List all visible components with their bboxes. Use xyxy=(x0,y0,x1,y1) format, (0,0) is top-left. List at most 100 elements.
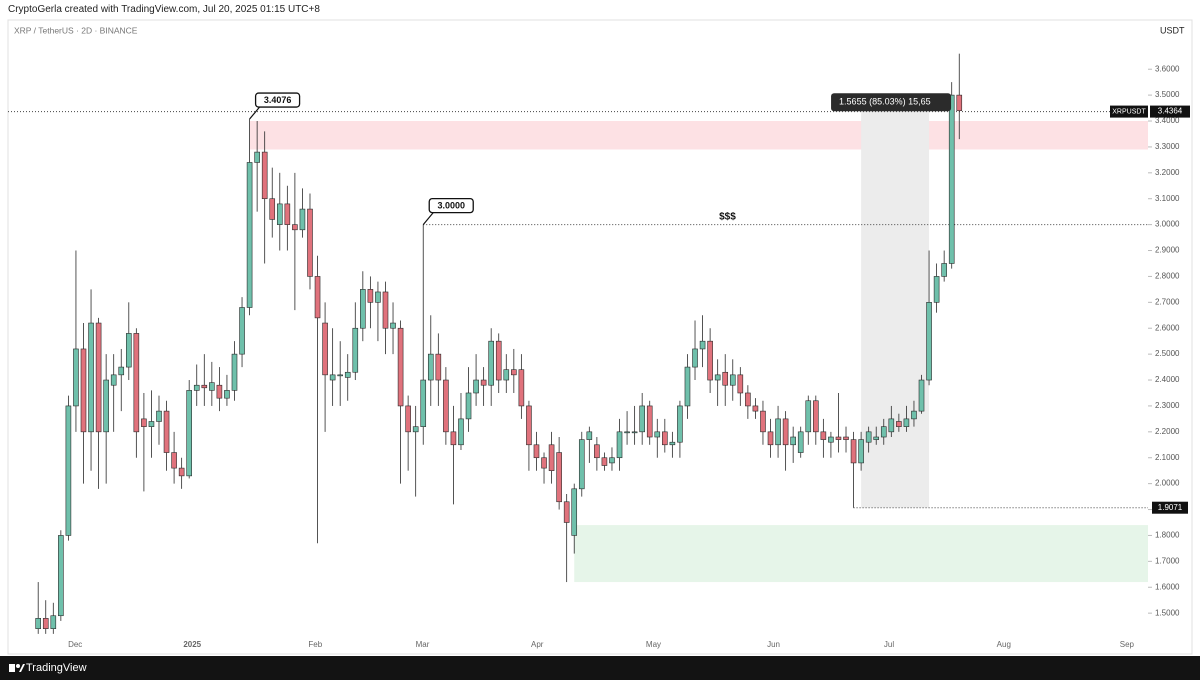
candle-body xyxy=(110,374,117,386)
candle-body xyxy=(631,431,638,434)
candle-body xyxy=(563,501,570,523)
candle-body xyxy=(73,348,79,407)
x-tick-label: Dec xyxy=(68,640,82,649)
y-tick-label: 2.0000 xyxy=(1155,479,1180,488)
y-tick-label: 3.0000 xyxy=(1155,220,1180,229)
candle-body xyxy=(684,366,691,407)
candle-body xyxy=(624,431,630,434)
y-tick-label: 2.7000 xyxy=(1155,297,1180,306)
y-tick-label: 2.2000 xyxy=(1155,427,1180,436)
callout-label: 3.0000 xyxy=(437,200,465,210)
footer-bar: TradingView xyxy=(0,656,1200,680)
candle-body xyxy=(382,291,389,329)
candle-body xyxy=(616,431,623,459)
candle-body xyxy=(609,457,615,464)
candle-body xyxy=(571,488,578,536)
candle-body xyxy=(299,208,306,231)
candle-body xyxy=(752,405,759,412)
candle-body xyxy=(820,431,827,440)
candle-body xyxy=(42,618,49,629)
candle-body xyxy=(292,224,298,231)
measure-text: 1.5655 (85.03%) 15,65 xyxy=(839,97,931,107)
y-tick-label: 3.2000 xyxy=(1155,168,1180,177)
candle-body xyxy=(503,369,510,381)
candle-body xyxy=(782,418,789,446)
y-tick-label: 3.6000 xyxy=(1155,64,1180,73)
candle-body xyxy=(322,322,328,376)
candle-body xyxy=(254,151,260,163)
candle-body xyxy=(790,436,796,446)
candle-body xyxy=(639,405,645,433)
candle-body xyxy=(231,353,238,391)
y-tick-label: 2.1000 xyxy=(1155,453,1180,462)
candle-body xyxy=(578,439,585,490)
candle-body xyxy=(473,379,479,394)
candle-body xyxy=(435,353,442,381)
candle-body xyxy=(903,418,910,427)
candle-body xyxy=(714,374,721,381)
candle-body xyxy=(918,379,925,412)
price-tag xyxy=(1150,105,1190,118)
low-tag-label: 1.9071 xyxy=(1158,503,1183,512)
candle-body xyxy=(835,436,842,440)
candle-body xyxy=(896,421,902,427)
callout-label: 3.4076 xyxy=(264,95,292,105)
candle-body xyxy=(390,322,396,329)
level-label: $$$ xyxy=(719,211,736,222)
x-tick-label: Jul xyxy=(884,640,894,649)
candle-body xyxy=(148,421,155,427)
candle-body xyxy=(412,426,419,433)
candle-body xyxy=(956,94,963,111)
y-tick-label: 3.5000 xyxy=(1155,90,1180,99)
zone xyxy=(249,121,1148,150)
candle-body xyxy=(209,382,215,391)
candle-body xyxy=(495,340,502,381)
candle-body xyxy=(216,384,223,399)
candle-body xyxy=(926,302,932,381)
candle-body xyxy=(767,431,774,446)
candle-body xyxy=(911,410,917,420)
candle-body xyxy=(246,162,253,308)
candle-body xyxy=(729,374,736,386)
candle-body xyxy=(518,369,525,407)
candle-body xyxy=(745,392,751,407)
y-tick-label: 1.8000 xyxy=(1155,531,1180,540)
y-tick-label: 2.4000 xyxy=(1155,375,1180,384)
candle-body xyxy=(344,371,351,378)
candle-body xyxy=(193,384,200,391)
candle-body xyxy=(307,208,313,277)
candle-body xyxy=(420,379,427,427)
candle-body xyxy=(722,371,729,386)
callout-box xyxy=(428,197,474,214)
zone xyxy=(574,525,1148,583)
candle-body xyxy=(662,431,668,446)
candle-body xyxy=(156,410,162,422)
candle-body xyxy=(261,151,268,200)
candle-body xyxy=(276,203,283,225)
candle-body xyxy=(337,374,343,377)
candle-body xyxy=(367,289,374,303)
y-tick-label: 3.1000 xyxy=(1155,194,1180,203)
candle-body xyxy=(125,333,132,368)
candle-body xyxy=(201,384,208,389)
candle-body xyxy=(865,431,872,443)
candle-body xyxy=(526,405,532,446)
candle-body xyxy=(654,431,661,438)
logo xyxy=(9,664,25,672)
candle-body xyxy=(843,436,849,440)
candle-body xyxy=(556,452,562,503)
measure-tooltip xyxy=(831,93,952,112)
x-tick-label: Mar xyxy=(416,640,430,649)
y-tick-label: 2.9000 xyxy=(1155,246,1180,255)
candle-body xyxy=(880,426,887,438)
candle-body xyxy=(314,276,321,319)
candle-body xyxy=(95,322,102,433)
footer-text: TradingView xyxy=(26,662,87,674)
y-tick-label: 1.5000 xyxy=(1155,608,1180,617)
low-tag xyxy=(1152,501,1188,514)
candle-body xyxy=(465,392,472,420)
candle-body xyxy=(669,441,676,446)
candle-body xyxy=(511,369,517,376)
candle-body xyxy=(443,379,449,433)
candle-body xyxy=(88,322,94,433)
